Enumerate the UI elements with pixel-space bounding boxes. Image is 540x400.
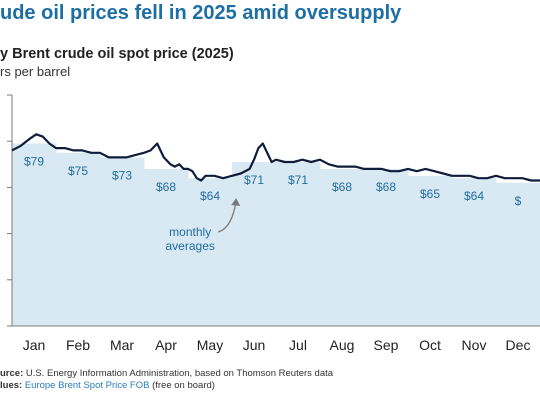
avg-band-jun: [232, 161, 277, 326]
avg-label-feb: $75: [68, 164, 88, 178]
avg-label-jun: $71: [244, 173, 264, 187]
source-text: U.S. Energy Information Administration, …: [25, 368, 334, 379]
avg-band-jan: [12, 143, 57, 326]
x-tick-label-apr: Apr: [155, 337, 177, 353]
chart-title: ude oil prices fell in 2025 amid oversup…: [0, 2, 402, 24]
avg-band-aug: [320, 168, 365, 326]
avg-label-dec: $: [515, 194, 522, 208]
x-tick-label-sep: Sep: [374, 337, 399, 353]
chart-axes: [7, 94, 540, 327]
brent-price-line: [11, 133, 540, 182]
avg-band-jul: [276, 161, 321, 326]
x-tick-label-aug: Aug: [330, 337, 355, 353]
avg-band-mar: [100, 157, 145, 326]
monthly-average-bands: [12, 143, 540, 326]
avg-label-mar: $73: [112, 168, 132, 182]
values-note: lues: Europe Brent Spot Price FOB (free …: [0, 380, 215, 391]
x-tick-label-oct: Oct: [419, 337, 441, 353]
x-tick-label-may: May: [197, 337, 223, 353]
annotation-text-line: monthly: [169, 225, 211, 239]
values-text: (free on board): [152, 380, 215, 391]
x-tick-label-feb: Feb: [66, 337, 90, 353]
x-tick-label-dec: Dec: [506, 337, 531, 353]
annotation-arrowhead: [231, 198, 241, 206]
avg-label-aug: $68: [332, 180, 352, 194]
x-tick-label-nov: Nov: [462, 337, 487, 353]
avg-label-may: $64: [200, 189, 220, 203]
avg-label-nov: $64: [464, 189, 484, 203]
avg-label-apr: $68: [156, 180, 176, 194]
source-note: urce: U.S. Energy Information Administra…: [0, 368, 333, 379]
x-tick-label-jul: Jul: [289, 337, 307, 353]
avg-band-nov: [452, 178, 497, 326]
avg-band-feb: [56, 152, 101, 326]
monthly-average-labels: $79 $75 $73 $68 $64 $71 $71 $68 $68 $65 $64 $: [24, 155, 522, 208]
source-prefix: urce:: [0, 368, 24, 379]
avg-band-dec: [496, 182, 540, 326]
avg-band-sep: [364, 168, 409, 326]
avg-band-oct: [408, 175, 453, 326]
price-series: [11, 133, 540, 182]
y-axis-units: rs per barrel: [0, 64, 71, 79]
x-axis-tick-labels: Jan Feb Mar Apr May Jun Jul Aug Sep Oct Nov Dec: [23, 337, 531, 353]
x-tick-label-mar: Mar: [110, 337, 134, 353]
x-tick-label-jan: Jan: [23, 337, 46, 353]
values-link[interactable]: Europe Brent Spot Price FOB: [24, 380, 150, 391]
annotation-text-line: averages: [166, 239, 215, 253]
avg-label-oct: $65: [420, 187, 440, 201]
x-tick-label-jun: Jun: [243, 337, 266, 353]
annotation-background: [154, 222, 227, 256]
values-prefix: lues:: [0, 380, 23, 391]
avg-label-jan: $79: [24, 155, 44, 169]
avg-label-sep: $68: [376, 180, 396, 194]
avg-label-jul: $71: [288, 173, 308, 187]
chart-subtitle: y Brent crude oil spot price (2025): [0, 46, 234, 62]
